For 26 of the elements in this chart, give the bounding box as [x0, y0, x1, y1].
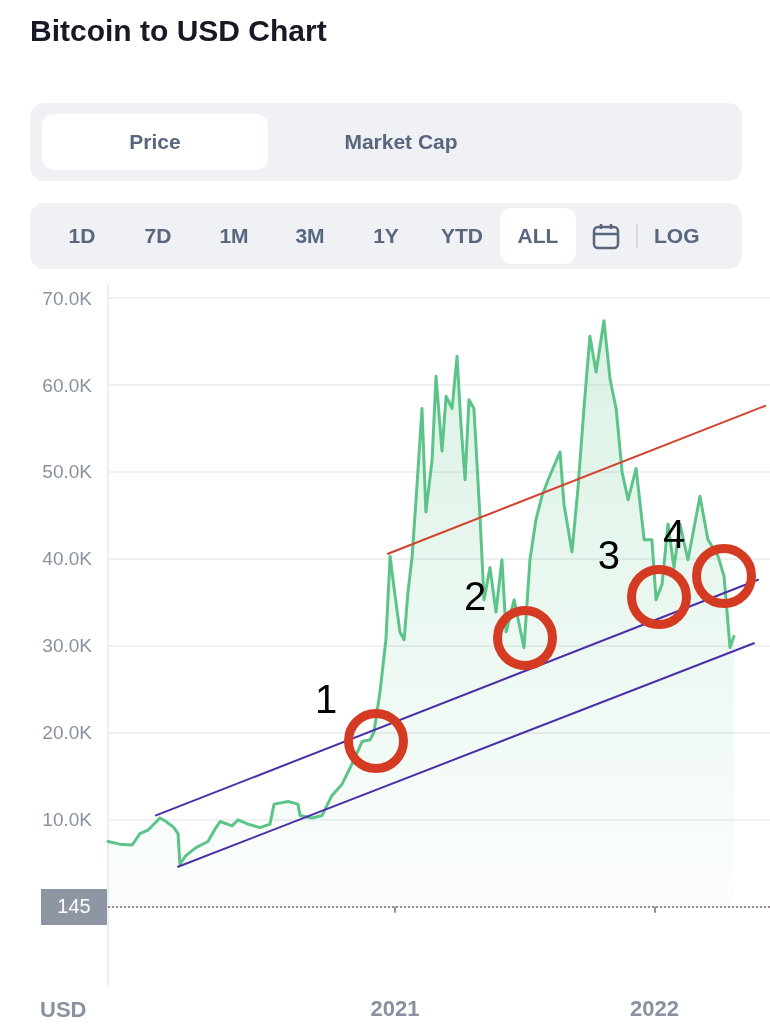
- text: 3M: [294, 223, 326, 249]
- text: 145: [41, 888, 107, 925]
- annotation: 2: [462, 574, 488, 619]
- y-tick-label: 40.0K: [42, 548, 93, 570]
- text: LOG: [654, 224, 700, 248]
- annotation: 1: [313, 676, 339, 721]
- y-tick-label: 20.0K: [42, 722, 93, 744]
- y-tick-label: 30.0K: [42, 635, 93, 657]
- text: 1D: [67, 223, 97, 249]
- text: ALL: [500, 208, 576, 264]
- text: YTD: [440, 223, 484, 249]
- y-tick-label: 70.0K: [42, 287, 93, 309]
- text: 1M: [218, 223, 250, 249]
- text: Market Cap: [343, 129, 459, 155]
- x-tick-label: 2022: [630, 995, 679, 1021]
- chart-title: Bitcoin to USD Chart: [30, 14, 327, 48]
- annotation: 4: [661, 512, 687, 557]
- text: 1Y: [372, 223, 400, 249]
- y-axis-title: USD: [40, 996, 87, 1022]
- y-tick-label: 10.0K: [42, 809, 93, 831]
- x-tick-label: 2021: [370, 995, 420, 1021]
- y-tick-label: 50.0K: [42, 461, 93, 483]
- y-tick-label: 60.0K: [42, 374, 93, 396]
- text: 7D: [143, 223, 173, 249]
- annotation: 3: [596, 533, 622, 578]
- text: Price: [42, 114, 268, 170]
